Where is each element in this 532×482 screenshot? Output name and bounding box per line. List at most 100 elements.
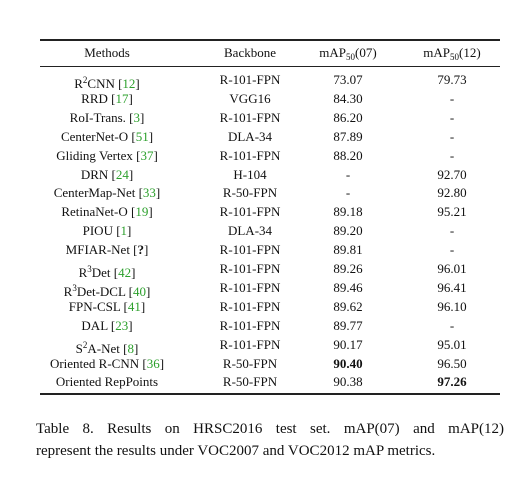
table-cell: DLA-34 <box>227 223 273 239</box>
table-cell: 88.20 <box>333 147 363 163</box>
text-segment: S <box>75 340 83 356</box>
text-segment: Oriented RepPoints <box>55 374 159 390</box>
text-segment: ] <box>131 265 136 280</box>
text-segment: Methods <box>84 45 130 60</box>
text-segment: (07) <box>355 45 377 60</box>
text-segment: mAP <box>319 45 347 60</box>
table-cell: 89.81 <box>333 242 363 258</box>
text-segment: R <box>78 265 88 280</box>
text-segment: MFIAR-Net [ <box>65 242 138 258</box>
table-cell: - <box>345 185 351 201</box>
text-segment: Det-DCL [ <box>76 283 134 299</box>
text-segment: DAL [ <box>81 317 116 333</box>
table-cell: R-50-FPN <box>222 185 278 201</box>
table-cell: R-101-FPN <box>219 279 281 295</box>
table-cell: - <box>345 166 351 182</box>
text-segment: ] <box>144 242 149 258</box>
table-cell: 90.38 <box>333 374 363 390</box>
text-segment: ] <box>146 283 151 299</box>
table-cell: - <box>449 128 455 144</box>
table-cell: DAL [23] <box>81 318 132 334</box>
text-segment: ] <box>148 204 153 220</box>
text-segment: DRN [ <box>80 166 116 182</box>
table-cell: Gliding Vertex [37] <box>56 148 158 164</box>
table-cell: 86.20 <box>333 109 363 125</box>
text-segment: ] <box>128 90 133 106</box>
text-segment: 40 <box>133 283 147 299</box>
text-segment: ] <box>135 76 140 91</box>
text-segment: ] <box>140 298 146 314</box>
table-cell: H-104 <box>233 166 267 182</box>
table-cell: - <box>449 223 455 239</box>
table-cell: PIOU [1] <box>83 223 132 239</box>
text-segment: ] <box>159 355 165 371</box>
text-segment: RoI-Trans. [ <box>69 109 134 125</box>
text-segment: ] <box>127 223 132 239</box>
text-segment: 50 <box>450 52 460 62</box>
text-segment: RetinaNet-O [ <box>61 204 136 220</box>
table-cell: 92.80 <box>437 185 467 201</box>
text-segment: 42 <box>118 265 132 280</box>
text-segment: ] <box>128 166 134 182</box>
text-segment: ] <box>139 109 145 125</box>
text-segment: Gliding Vertex [ <box>56 147 141 163</box>
table-cell: 90.17 <box>333 336 363 352</box>
table-cell: MFIAR-Net [?] <box>66 242 149 258</box>
header-cell: Backbone <box>224 45 276 61</box>
table-cell: DRN [24] <box>81 167 133 183</box>
top-rule <box>40 39 500 41</box>
table-cell: R-101-FPN <box>219 204 281 220</box>
table-cell: 96.50 <box>437 355 467 371</box>
table-cell: Oriented R-CNN [36] <box>50 356 164 372</box>
table-cell: - <box>449 317 455 333</box>
text-segment: CenterMap-Net [ <box>53 185 143 201</box>
text-segment: 41 <box>127 298 141 314</box>
table-cell: 89.18 <box>333 204 363 220</box>
text-segment: 36 <box>146 355 160 371</box>
table-cell: 89.62 <box>333 298 363 314</box>
header-cell: Methods <box>84 45 130 61</box>
table-cell: 89.46 <box>333 279 363 295</box>
text-segment: 3 <box>87 264 92 274</box>
text-segment: 23 <box>115 317 129 333</box>
text-segment: ] <box>128 317 133 333</box>
table-cell: 73.07 <box>333 72 363 87</box>
table-cell: R2CNN [12] <box>74 72 140 92</box>
table-cell: 89.20 <box>333 223 363 239</box>
table-cell: DLA-34 <box>227 128 273 144</box>
table-cell: S2A-Net [8] <box>76 337 139 357</box>
text-segment: 33 <box>142 185 156 201</box>
table-cell: R-101-FPN <box>219 317 281 333</box>
table-cell: RetinaNet-O [19] <box>61 204 152 220</box>
text-segment: ] <box>153 147 158 163</box>
caption-line: Table 8. Results on HRSC2016 test set. m… <box>36 421 504 437</box>
caption-line: represent the results under VOC2007 and … <box>36 443 436 459</box>
text-segment: ] <box>133 340 139 356</box>
text-segment: FPN-CSL [ <box>68 298 128 314</box>
text-segment: 3 <box>72 282 77 293</box>
table-cell: 95.21 <box>437 204 467 220</box>
text-segment: A-Net [ <box>87 340 128 356</box>
text-segment: 3 <box>133 109 140 125</box>
table-cell: RoI-Trans. [3] <box>70 110 145 126</box>
table-cell: RRD [17] <box>81 91 133 107</box>
table-cell: Oriented RepPoints <box>56 374 158 390</box>
table-cell: 96.10 <box>437 298 467 314</box>
header-cell: mAP50(12) <box>423 45 480 65</box>
text-segment: Backbone <box>224 45 276 60</box>
table-cell: - <box>449 242 455 258</box>
table-cell: - <box>449 90 455 106</box>
text-segment: 51 <box>135 128 149 144</box>
text-segment: 2 <box>82 339 88 350</box>
table-cell: 89.77 <box>333 317 363 333</box>
header-cell: mAP50(07) <box>319 45 376 65</box>
table-cell: 79.73 <box>437 72 467 87</box>
text-segment: PIOU [ <box>82 223 121 239</box>
text-segment: 50 <box>346 52 356 62</box>
table-cell: R-101-FPN <box>219 147 281 163</box>
text-segment: (12) <box>459 45 481 60</box>
table-cell: R-101-FPN <box>219 298 281 314</box>
text-segment: RRD [ <box>81 90 116 106</box>
table-cell: 96.01 <box>437 261 467 276</box>
table-cell: R3Det-DCL [40] <box>64 280 151 300</box>
